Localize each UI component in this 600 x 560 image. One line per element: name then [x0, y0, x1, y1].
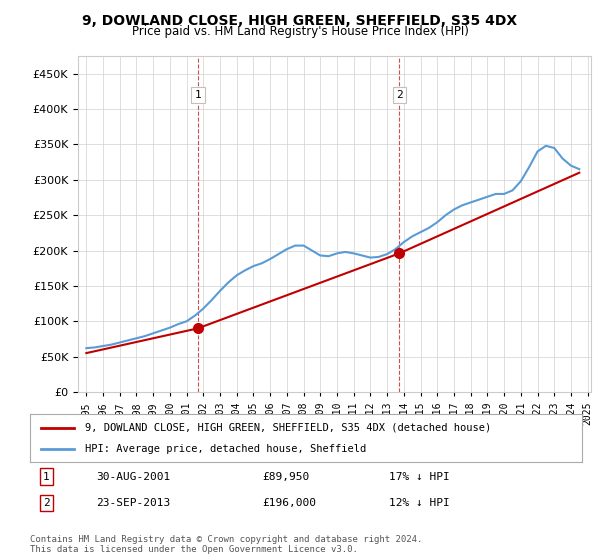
Text: 1: 1: [43, 472, 50, 482]
Text: Price paid vs. HM Land Registry's House Price Index (HPI): Price paid vs. HM Land Registry's House …: [131, 25, 469, 38]
Text: 30-AUG-2001: 30-AUG-2001: [96, 472, 170, 482]
Text: 17% ↓ HPI: 17% ↓ HPI: [389, 472, 449, 482]
Text: HPI: Average price, detached house, Sheffield: HPI: Average price, detached house, Shef…: [85, 444, 367, 454]
Text: Contains HM Land Registry data © Crown copyright and database right 2024.
This d: Contains HM Land Registry data © Crown c…: [30, 535, 422, 554]
Text: 9, DOWLAND CLOSE, HIGH GREEN, SHEFFIELD, S35 4DX (detached house): 9, DOWLAND CLOSE, HIGH GREEN, SHEFFIELD,…: [85, 423, 491, 433]
Text: 1: 1: [194, 90, 201, 100]
Text: £89,950: £89,950: [262, 472, 309, 482]
Text: 12% ↓ HPI: 12% ↓ HPI: [389, 498, 449, 508]
Text: 2: 2: [396, 90, 403, 100]
Text: 2: 2: [43, 498, 50, 508]
Text: 9, DOWLAND CLOSE, HIGH GREEN, SHEFFIELD, S35 4DX: 9, DOWLAND CLOSE, HIGH GREEN, SHEFFIELD,…: [82, 14, 518, 28]
Text: 23-SEP-2013: 23-SEP-2013: [96, 498, 170, 508]
Text: £196,000: £196,000: [262, 498, 316, 508]
